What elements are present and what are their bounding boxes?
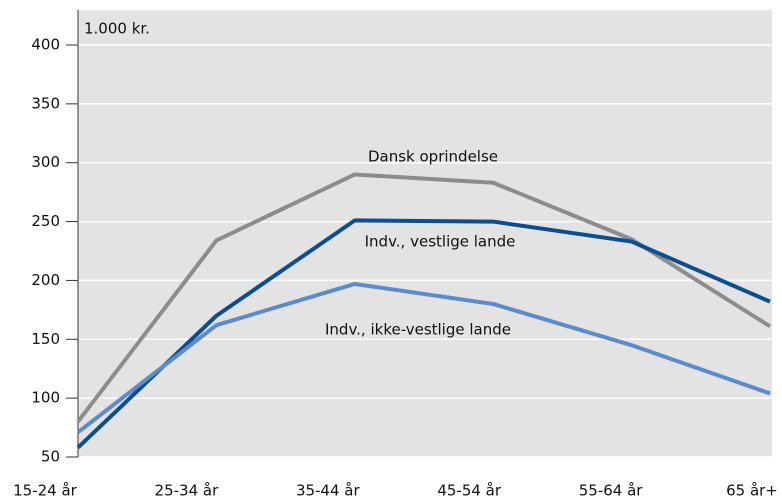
x-tick-label: 55-64 år bbox=[579, 482, 644, 500]
series-line bbox=[76, 218, 771, 450]
series-label: Indv., ikke-vestlige lande bbox=[325, 321, 511, 339]
y-tick-label: 150 bbox=[31, 330, 60, 348]
x-tick-label: 35-44 år bbox=[296, 482, 361, 500]
y-tick-label: 400 bbox=[31, 36, 60, 54]
y-tick-label: 300 bbox=[31, 153, 60, 171]
series-line bbox=[76, 281, 771, 434]
y-axis-label: 1.000 kr. bbox=[84, 20, 150, 38]
series-label: Indv., vestlige lande bbox=[365, 233, 516, 251]
y-tick-label: 250 bbox=[31, 212, 60, 230]
x-tick-label: 45-54 år bbox=[437, 482, 502, 500]
y-tick-label: 200 bbox=[31, 271, 60, 289]
x-tick-label: 65 år+ bbox=[726, 482, 778, 500]
y-tick-label: 350 bbox=[31, 94, 60, 112]
x-tick-label: 15-24 år bbox=[13, 482, 78, 500]
series-label: Dansk oprindelse bbox=[368, 148, 498, 166]
x-tick-label: 25-34 år bbox=[155, 482, 220, 500]
y-tick-label: 50 bbox=[41, 448, 60, 466]
y-tick-label: 100 bbox=[31, 389, 60, 407]
plot-area bbox=[78, 10, 772, 457]
